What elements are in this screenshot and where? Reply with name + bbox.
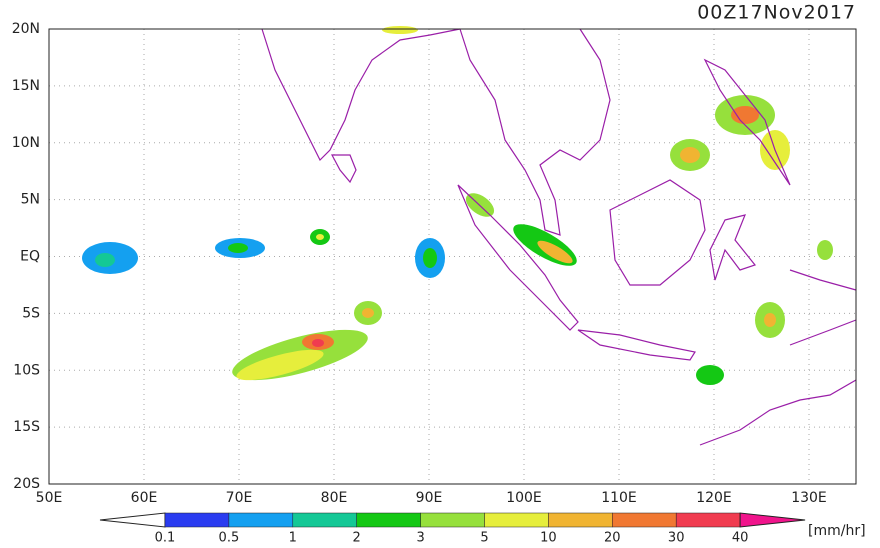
timestamp: 00Z17Nov2017 xyxy=(697,2,856,24)
lon-label: 110E xyxy=(601,490,637,506)
lat-label: 5N xyxy=(21,192,40,208)
lat-label: 20S xyxy=(13,476,40,492)
precipitation xyxy=(82,26,833,385)
lat-label: 5S xyxy=(22,305,40,321)
lat-label: 10N xyxy=(12,135,40,151)
colorbar-label: 40 xyxy=(732,531,749,545)
lat-label: 15S xyxy=(13,419,40,435)
colorbar-label: 0.5 xyxy=(219,531,240,545)
coastlines xyxy=(261,28,857,446)
colorbar-under xyxy=(99,512,166,528)
colorbar-swatch xyxy=(612,512,677,528)
colorbar-swatch xyxy=(420,512,485,528)
lon-label: 60E xyxy=(131,490,158,506)
lon-label: 130E xyxy=(791,490,827,506)
grid xyxy=(49,29,856,484)
lon-label: 50E xyxy=(36,490,63,506)
lon-label: 90E xyxy=(416,490,443,506)
colorbar-swatch xyxy=(675,512,741,528)
colorbar-label: 10 xyxy=(540,531,557,545)
lat-label: EQ xyxy=(20,249,40,265)
map-frame xyxy=(48,28,857,485)
colorbar-label: 20 xyxy=(604,531,621,545)
colorbar-swatch xyxy=(292,512,357,528)
colorbar-label: 30 xyxy=(668,531,685,545)
colorbar-swatch xyxy=(356,512,421,528)
colorbar-label: 5 xyxy=(480,531,488,545)
colorbar: 0.1 0.5 1 2 3 5 10 20 30 40 xyxy=(99,512,806,546)
lat-label: 10S xyxy=(13,362,40,378)
lat-label: 20N xyxy=(12,21,40,37)
colorbar-label: 3 xyxy=(416,531,424,545)
lon-label: 100E xyxy=(506,490,542,506)
colorbar-label: 2 xyxy=(353,531,361,545)
colorbar-label: 0.1 xyxy=(155,531,176,545)
lon-label: 80E xyxy=(321,490,348,506)
lat-label: 15N xyxy=(12,78,40,94)
lon-label: 70E xyxy=(226,490,253,506)
colorbar-over xyxy=(739,512,806,528)
colorbar-swatch xyxy=(548,512,613,528)
colorbar-unit: [mm/hr] xyxy=(808,523,866,539)
colorbar-swatch xyxy=(228,512,294,528)
lon-label: 120E xyxy=(696,490,732,506)
colorbar-swatch xyxy=(484,512,549,528)
colorbar-label: 1 xyxy=(289,531,297,545)
colorbar-swatch xyxy=(164,512,230,528)
